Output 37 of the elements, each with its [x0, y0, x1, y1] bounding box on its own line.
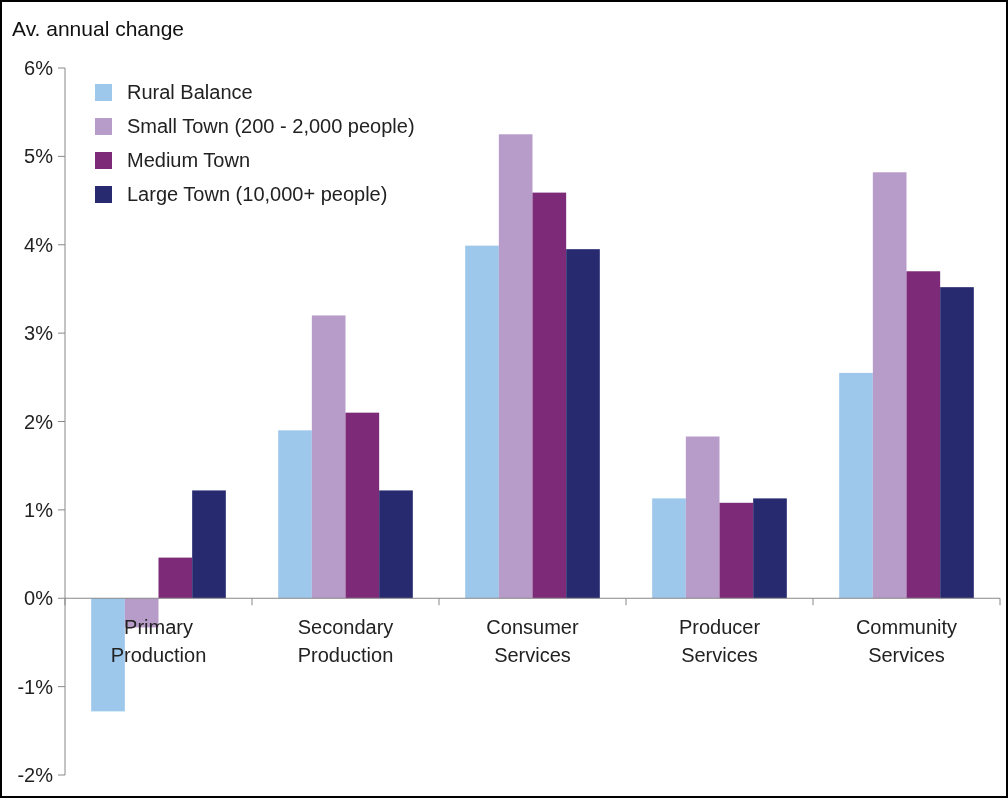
- legend-label: Small Town (200 - 2,000 people): [127, 115, 415, 137]
- bar: [311, 315, 346, 599]
- x-tick-label: Community Services: [855, 616, 958, 667]
- y-tick-label: -2%: [17, 764, 54, 786]
- y-tick-label: 0%: [24, 587, 54, 610]
- bar: [278, 430, 312, 599]
- bar: [753, 498, 787, 599]
- y-tick-label: 5%: [24, 145, 54, 168]
- x-tick-label: Primary Production: [110, 616, 207, 667]
- y-tick-label: 3%: [24, 322, 54, 345]
- x-tick-label: Secondary Production: [297, 616, 394, 667]
- bar: [532, 192, 567, 599]
- bar: [379, 490, 413, 599]
- y-tick-label: 1%: [24, 498, 54, 521]
- legend-label: Rural Balance: [127, 81, 253, 103]
- bar: [498, 134, 533, 599]
- y-tick-label: -1%: [17, 675, 54, 698]
- y-tick-label: 2%: [24, 410, 54, 433]
- y-tick-label: 6%: [24, 57, 54, 79]
- x-tick-label: Producer Services: [678, 616, 761, 667]
- legend-label: Medium Town: [127, 149, 251, 171]
- bar: [839, 372, 873, 599]
- bar: [345, 412, 380, 599]
- bar: [192, 490, 226, 599]
- bar: [685, 436, 720, 599]
- bar: [652, 498, 686, 599]
- bar: [872, 172, 907, 599]
- bar: [906, 271, 941, 599]
- y-tick-label: 4%: [24, 233, 54, 256]
- y-axis-title: Av. annual change: [12, 17, 185, 40]
- bar: [465, 245, 499, 599]
- bar: [566, 249, 600, 599]
- x-tick-label: Consumer Services: [486, 616, 579, 667]
- bar: [158, 557, 193, 599]
- bar: [940, 287, 974, 599]
- bar: [719, 502, 754, 599]
- legend-label: Large Town (10,000+ people): [127, 183, 388, 205]
